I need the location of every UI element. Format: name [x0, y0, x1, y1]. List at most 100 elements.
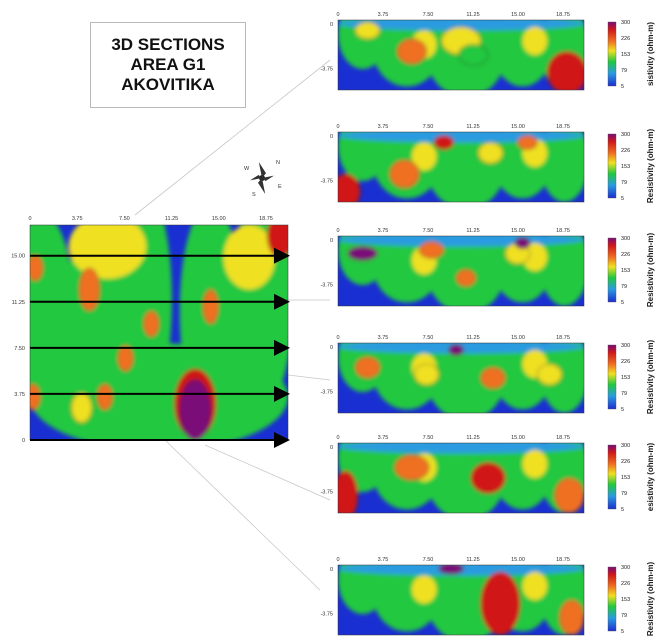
x-tick-label: 3.75 — [378, 335, 389, 341]
colorbar-label: sistivity (ohm-m) — [646, 22, 655, 86]
colorbar-tick-label: 300 — [621, 20, 630, 26]
x-tick-label: 3.75 — [72, 216, 83, 222]
colorbar-tick-label: 226 — [621, 252, 630, 258]
heatmap-region — [223, 225, 276, 290]
colorbar-tick-label: 153 — [621, 375, 630, 381]
anomaly-blob — [202, 289, 219, 325]
colorbar-tick-label: 5 — [621, 507, 624, 513]
x-tick-label: 18.75 — [556, 12, 570, 18]
plots-layer: 0 3.75 7.50 11.25 15.00 18.75 15.00 11.25 7.50 3.… — [11, 12, 655, 636]
x-tick-label: 11.25 — [466, 12, 479, 18]
x-tick-label: 3.75 — [378, 557, 389, 563]
colorbar-tick-label: 79 — [621, 613, 627, 619]
colorbar-tick-label: 79 — [621, 284, 627, 290]
y-tick-label: -3.75 — [320, 66, 333, 72]
title-line-2: AREA G1 — [130, 55, 206, 74]
title-line-1: 3D SECTIONS — [111, 35, 225, 54]
y-tick-label: 0 — [330, 345, 333, 351]
anomaly-blob — [78, 267, 100, 312]
section-chart-4: 0 3.75 7.50 11.25 15.00 18.75 0 -3.75 300 226 153 7… — [320, 335, 655, 414]
x-tick-label: 7.50 — [423, 335, 434, 341]
plot-frame — [337, 564, 585, 636]
plot-frame — [337, 442, 585, 514]
colorbar-tick-label: 300 — [621, 565, 630, 571]
y-tick-label: 7.50 — [14, 346, 25, 352]
anomaly-blob — [455, 269, 477, 287]
x-tick-label: 7.50 — [423, 228, 434, 234]
colorbar-tick-label: 79 — [621, 68, 627, 74]
colorbar-tick-label: 153 — [621, 475, 630, 481]
anomaly-blob — [338, 470, 358, 513]
anomaly-blob — [554, 477, 584, 513]
heatmap-field — [338, 132, 584, 202]
section-chart-3: 0 3.75 7.50 11.25 15.00 18.75 0 -3.75 300 226 153 7… — [320, 228, 655, 307]
colorbar-tick-label: 153 — [621, 597, 630, 603]
heatmap-region — [522, 27, 548, 55]
title-box: 3D SECTIONS AREA G1 AKOVITIKA — [90, 22, 246, 108]
colorbar — [607, 21, 617, 87]
y-tick-label: 0 — [330, 445, 333, 451]
connector-line — [134, 59, 331, 216]
anomaly-blob — [30, 383, 41, 411]
x-tick-label: 15.00 — [511, 557, 525, 563]
colorbar — [607, 566, 617, 632]
compass-label: N — [276, 160, 280, 166]
anomaly-blob — [418, 241, 445, 259]
heatmap-region — [338, 236, 584, 247]
heatmap-region — [411, 575, 437, 604]
x-tick-label: 0 — [336, 435, 339, 441]
colorbar — [607, 344, 617, 410]
x-tick-label: 15.00 — [511, 435, 525, 441]
x-tick-label: 11.25 — [466, 335, 479, 341]
x-tick-label: 11.25 — [466, 435, 479, 441]
colorbar-tick-label: 300 — [621, 236, 630, 242]
plot-frame — [337, 19, 585, 91]
colorbar-tick-label: 5 — [621, 196, 624, 202]
x-tick-label: 15.00 — [511, 12, 525, 18]
anomaly-blob — [514, 237, 531, 249]
x-tick-label: 0 — [336, 228, 339, 234]
anomaly-blob — [338, 173, 361, 202]
anomaly-blob — [477, 142, 504, 164]
connector-lines — [134, 59, 331, 591]
anomaly-blob — [354, 21, 381, 40]
y-tick-label: -3.75 — [320, 178, 333, 184]
section-chart-5: 0 3.75 7.50 11.25 15.00 18.75 0 -3.75 300 226 153 7… — [320, 435, 655, 514]
y-tick-label: 3.75 — [14, 392, 25, 398]
colorbar-label: esistivity (ohm-m) — [646, 442, 655, 511]
connector-line — [204, 444, 331, 501]
x-tick-label: 18.75 — [556, 557, 570, 563]
section-chart-2: 0 3.75 7.50 11.25 15.00 18.75 0 -3.75 300 226 153 7… — [320, 124, 655, 203]
x-tick-label: 3.75 — [378, 435, 389, 441]
x-tick-label: 15.00 — [511, 228, 525, 234]
compass-point — [250, 175, 262, 181]
colorbar-tick-label: 226 — [621, 459, 630, 465]
colorbar-tick-label: 153 — [621, 164, 630, 170]
x-tick-label: 18.75 — [556, 124, 570, 130]
heatmap-field — [338, 20, 584, 90]
compass-label: W — [244, 166, 250, 172]
heatmap-region — [411, 142, 437, 171]
x-tick-label: 7.50 — [423, 124, 434, 130]
anomaly-blob — [536, 363, 563, 386]
compass-point — [258, 162, 266, 178]
x-tick-label: 7.50 — [423, 435, 434, 441]
x-tick-label: 0 — [336, 124, 339, 130]
anomaly-blob — [413, 363, 440, 386]
plan-view-chart: 0 3.75 7.50 11.25 15.00 18.75 15.00 11.25 7.50 3.… — [11, 216, 290, 448]
x-tick-label: 7.50 — [423, 12, 434, 18]
section-chart-6: 0 3.75 7.50 11.25 15.00 18.75 0 -3.75 300 226 153 7… — [320, 557, 655, 636]
x-tick-label: 11.25 — [466, 124, 479, 130]
x-tick-label: 11.25 — [165, 216, 178, 222]
compass-point — [258, 178, 266, 194]
y-tick-label: 11.25 — [12, 300, 25, 306]
anomaly-blob — [480, 367, 506, 389]
colorbar-tick-label: 5 — [621, 407, 624, 413]
x-tick-label: 7.50 — [423, 557, 434, 563]
compass-rose-icon: N W E S — [244, 160, 282, 198]
anomaly-blob — [470, 462, 506, 494]
colorbar-tick-label: 226 — [621, 359, 630, 365]
colorbar-tick-label: 79 — [621, 491, 627, 497]
anomaly-blob — [396, 38, 427, 65]
anomaly-blob — [517, 135, 538, 150]
